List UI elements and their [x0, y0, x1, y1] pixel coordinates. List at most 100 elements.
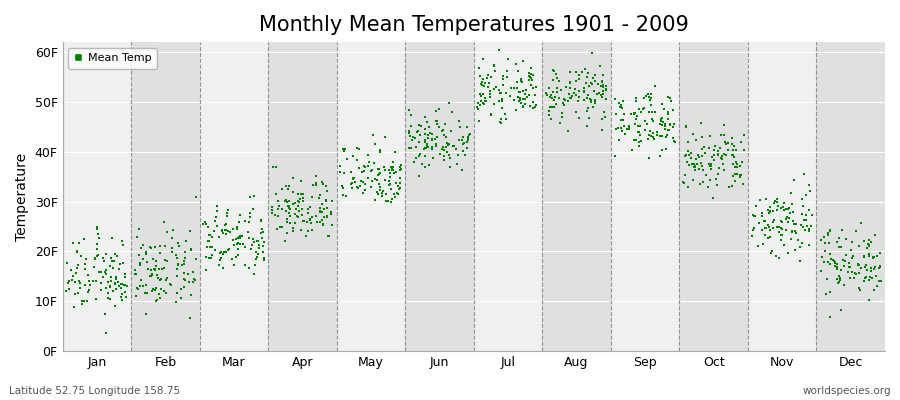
Point	[314, 209, 328, 215]
Point	[265, 204, 279, 210]
Point	[106, 265, 121, 271]
Point	[841, 269, 855, 276]
Point	[271, 198, 285, 204]
Point	[256, 257, 271, 264]
Point	[236, 241, 250, 248]
Point	[518, 90, 532, 97]
Point	[707, 156, 722, 163]
Point	[522, 92, 536, 98]
Point	[242, 218, 256, 225]
Point	[756, 241, 770, 247]
Point	[179, 238, 194, 244]
Point	[117, 282, 131, 289]
Point	[136, 242, 150, 248]
Point	[727, 154, 742, 160]
Point	[428, 136, 442, 142]
Point	[250, 238, 265, 244]
Point	[460, 136, 474, 142]
Point	[314, 217, 328, 223]
Point	[528, 102, 543, 108]
Point	[132, 252, 147, 258]
Point	[309, 213, 323, 219]
Point	[442, 152, 456, 159]
Point	[854, 265, 868, 271]
Point	[178, 248, 193, 255]
Point	[608, 152, 623, 159]
Point	[144, 273, 158, 280]
Point	[650, 129, 664, 136]
Point	[144, 288, 158, 294]
Point	[384, 196, 399, 202]
Point	[279, 208, 293, 214]
Point	[482, 79, 496, 86]
Point	[734, 174, 748, 181]
Point	[856, 238, 870, 244]
Point	[511, 94, 526, 100]
Point	[562, 91, 577, 97]
Point	[421, 134, 436, 141]
Point	[550, 75, 564, 81]
Point	[248, 249, 263, 255]
Point	[92, 269, 106, 276]
Point	[762, 208, 777, 215]
Point	[288, 211, 302, 217]
Point	[495, 104, 509, 111]
Point	[662, 110, 676, 117]
Point	[444, 128, 458, 135]
Point	[773, 237, 788, 244]
Point	[431, 106, 446, 112]
Point	[455, 167, 470, 174]
Bar	[200, 42, 268, 351]
Point	[419, 119, 434, 126]
Point	[563, 95, 578, 101]
Point	[766, 224, 780, 231]
Point	[158, 243, 172, 249]
Point	[436, 152, 451, 159]
Point	[697, 144, 711, 150]
Point	[678, 172, 692, 178]
Point	[834, 227, 849, 234]
Point	[491, 87, 506, 94]
Point	[407, 158, 421, 165]
Point	[638, 118, 652, 124]
Point	[781, 219, 796, 226]
Point	[290, 213, 304, 220]
Point	[830, 239, 844, 245]
Point	[847, 274, 861, 281]
Point	[695, 163, 709, 169]
Point	[864, 239, 878, 246]
Point	[87, 264, 102, 270]
Point	[95, 255, 110, 262]
Point	[291, 203, 305, 209]
Point	[372, 172, 386, 178]
Point	[148, 244, 162, 250]
Point	[688, 167, 702, 174]
Point	[176, 270, 191, 276]
Point	[586, 75, 600, 81]
Point	[109, 285, 123, 292]
Point	[202, 255, 216, 261]
Point	[494, 116, 508, 122]
Point	[302, 228, 316, 235]
Point	[821, 230, 835, 236]
Point	[563, 69, 578, 76]
Point	[256, 243, 270, 249]
Point	[518, 87, 533, 93]
Point	[285, 188, 300, 195]
Text: Latitude 52.75 Longitude 158.75: Latitude 52.75 Longitude 158.75	[9, 386, 180, 396]
Point	[833, 274, 848, 281]
Point	[210, 203, 224, 210]
Point	[139, 249, 153, 255]
Point	[73, 285, 87, 291]
Point	[251, 245, 266, 251]
Point	[765, 218, 779, 225]
Point	[584, 80, 598, 87]
Point	[495, 98, 509, 104]
Point	[587, 88, 601, 94]
Point	[509, 85, 524, 91]
Point	[365, 132, 380, 139]
Point	[489, 84, 503, 90]
Point	[404, 111, 419, 118]
Point	[439, 149, 454, 156]
Point	[288, 200, 302, 206]
